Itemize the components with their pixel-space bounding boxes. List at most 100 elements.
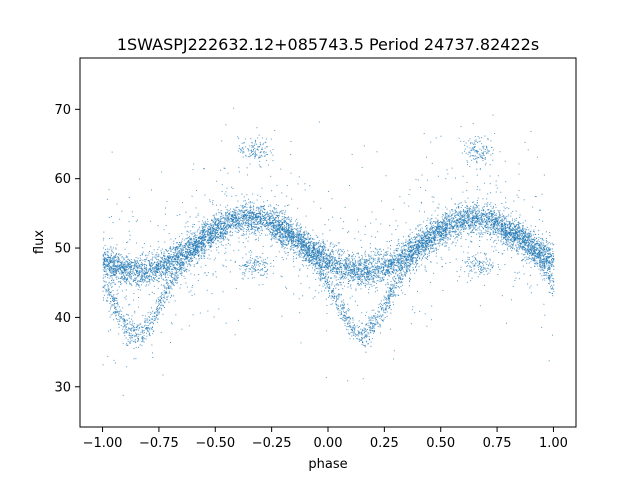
data-point — [316, 257, 318, 259]
data-point — [149, 267, 151, 269]
data-point — [265, 213, 267, 215]
data-point — [471, 218, 473, 220]
data-point — [365, 268, 367, 270]
data-point — [486, 221, 488, 223]
data-point — [378, 261, 380, 263]
data-point — [297, 227, 299, 229]
data-point — [113, 268, 115, 270]
data-point — [168, 253, 170, 255]
data-point — [431, 231, 433, 233]
data-point — [382, 263, 384, 265]
data-point — [296, 248, 298, 250]
data-point — [358, 268, 360, 270]
data-point — [125, 279, 127, 281]
data-point — [290, 224, 292, 226]
data-point — [104, 253, 106, 255]
data-point — [191, 248, 193, 250]
data-point — [122, 265, 124, 267]
data-point — [386, 271, 388, 273]
data-point — [335, 279, 337, 281]
data-point — [531, 246, 533, 248]
data-point — [371, 263, 373, 265]
data-point — [275, 216, 277, 218]
data-point — [112, 259, 114, 261]
data-point — [245, 221, 247, 223]
data-point — [505, 222, 507, 224]
data-point — [127, 262, 128, 264]
data-point — [542, 255, 544, 257]
data-point — [129, 283, 131, 285]
data-point — [503, 250, 505, 252]
data-point — [386, 261, 388, 262]
data-point — [405, 244, 407, 246]
data-point — [199, 241, 201, 243]
data-point — [104, 261, 106, 263]
data-point — [231, 220, 233, 222]
data-point — [524, 220, 526, 222]
data-point — [457, 228, 459, 230]
data-point — [545, 259, 547, 261]
data-point — [169, 263, 171, 265]
data-point — [124, 269, 126, 271]
data-point — [128, 253, 130, 255]
data-point — [218, 220, 220, 222]
data-point — [129, 283, 131, 285]
data-point — [302, 232, 304, 234]
data-point — [445, 213, 447, 215]
data-point — [184, 269, 186, 271]
data-point — [187, 252, 189, 254]
data-point — [275, 238, 277, 240]
data-point — [512, 241, 514, 243]
data-point — [368, 281, 370, 283]
data-point — [388, 264, 390, 266]
data-point — [446, 231, 448, 233]
data-point — [403, 247, 405, 249]
data-point — [408, 250, 410, 252]
data-point — [235, 215, 237, 217]
data-point — [350, 284, 352, 286]
data-point — [457, 229, 459, 231]
data-point — [260, 221, 262, 223]
data-point — [370, 270, 372, 272]
data-point — [462, 209, 464, 211]
data-point — [284, 226, 286, 228]
data-point — [503, 216, 505, 218]
data-point — [136, 272, 138, 274]
data-point — [162, 259, 164, 261]
data-point — [354, 264, 356, 266]
data-point — [229, 208, 231, 210]
data-point — [524, 231, 526, 233]
data-point — [328, 263, 330, 265]
data-point — [390, 261, 392, 263]
data-point — [441, 233, 443, 235]
data-point — [162, 262, 164, 264]
data-point — [475, 220, 477, 222]
data-point — [471, 213, 473, 215]
data-point — [423, 249, 425, 251]
data-point — [300, 223, 302, 225]
data-point — [295, 224, 297, 226]
data-point — [464, 215, 466, 217]
data-point — [240, 214, 242, 216]
data-point — [486, 216, 488, 218]
data-point — [460, 217, 462, 219]
data-point — [138, 270, 140, 272]
data-point — [297, 229, 299, 231]
data-point — [184, 243, 186, 245]
data-point — [173, 259, 175, 261]
data-point — [262, 222, 264, 224]
data-point — [257, 222, 259, 224]
data-point — [353, 265, 355, 267]
data-point — [448, 224, 450, 226]
data-point — [248, 198, 250, 200]
data-point — [172, 282, 174, 284]
data-point — [230, 220, 232, 222]
data-point — [157, 270, 159, 272]
data-point — [433, 243, 435, 245]
data-point — [330, 277, 332, 279]
data-point — [454, 209, 456, 211]
data-point — [249, 215, 251, 217]
data-point — [199, 243, 201, 245]
data-point — [494, 230, 496, 232]
data-point — [129, 276, 131, 278]
